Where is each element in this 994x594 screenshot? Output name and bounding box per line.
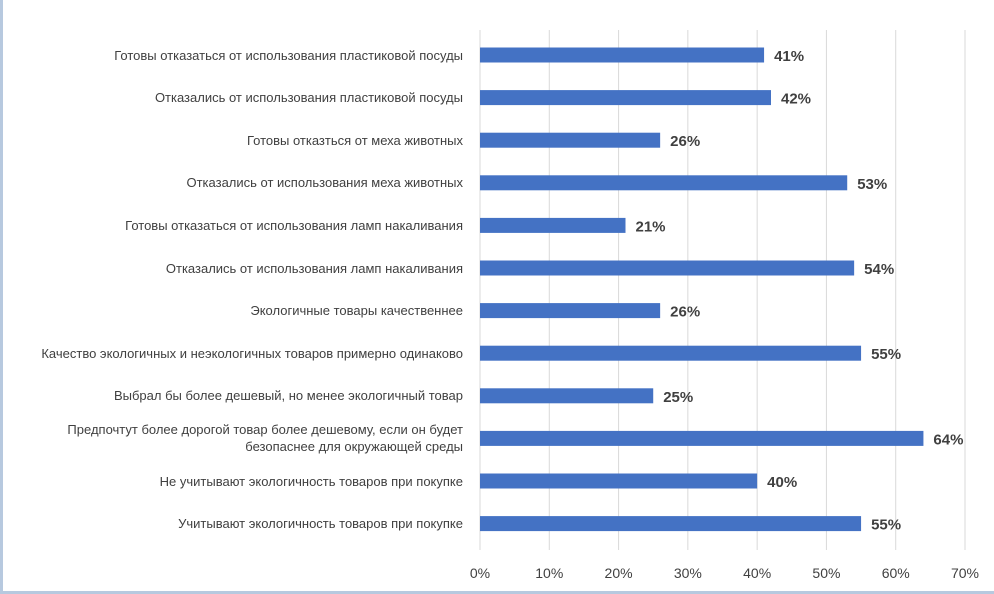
bar — [480, 388, 654, 404]
category-label: Учитывают экологичность товаров при поку… — [178, 516, 463, 532]
x-tick-label: 50% — [812, 565, 840, 581]
bar — [480, 217, 626, 233]
data-label: 41% — [774, 48, 804, 65]
grid-lines — [479, 30, 966, 550]
data-label: 21% — [636, 218, 666, 235]
category-label: Отказались от использования ламп накалив… — [165, 260, 463, 276]
x-tick-label: 30% — [674, 565, 702, 581]
bar — [480, 260, 855, 276]
data-label: 26% — [670, 304, 700, 321]
category-label: Отказались от использования меха животны… — [186, 175, 463, 191]
data-label: 53% — [857, 176, 887, 193]
data-label: 42% — [781, 91, 811, 108]
data-label: 26% — [670, 133, 700, 150]
bar — [480, 303, 661, 319]
category-label: Готовы отказаться от использования пласт… — [114, 47, 463, 63]
x-tick-label: 0% — [470, 565, 490, 581]
data-label: 55% — [871, 346, 901, 363]
data-label: 25% — [663, 389, 693, 406]
bar — [480, 345, 862, 361]
category-label: Готовы отказться от меха животных — [246, 132, 463, 148]
category-label: Готовы отказаться от использования ламп … — [125, 217, 463, 233]
bar — [480, 175, 848, 191]
x-tick-label: 10% — [535, 565, 563, 581]
category-label: Предпочтут более дорогой товар более деш… — [67, 422, 463, 455]
category-label: Не учитывают экологичность товаров при п… — [159, 473, 463, 489]
data-label: 40% — [767, 474, 797, 491]
x-tick-label: 60% — [882, 565, 910, 581]
data-label: 64% — [933, 431, 963, 448]
bar — [480, 473, 758, 489]
bar — [480, 516, 862, 532]
x-tick-label: 40% — [743, 565, 771, 581]
data-labels: 41% 42% 26% 53% 21% 54% 26% 55% 25% 64% 40% 55% — [636, 48, 964, 534]
bar-chart: 41% 42% 26% 53% 21% 54% 26% 55% 25% 64% 40% 55% 0% 1… — [470, 30, 979, 581]
bar — [480, 132, 661, 148]
category-label: Качество экологичных и неэкологичных тов… — [41, 345, 463, 361]
x-tick-labels: 0% 10% 20% 30% 40% 50% 60% 70% — [470, 565, 979, 581]
bar — [480, 430, 924, 446]
data-label: 55% — [871, 517, 901, 534]
x-tick-label: 20% — [605, 565, 633, 581]
category-label: Выбрал бы более дешевый, но менее эколог… — [113, 388, 463, 404]
x-tick-label: 70% — [951, 565, 979, 581]
category-label: Отказались от использования пластиковой … — [154, 90, 463, 106]
bars — [480, 47, 924, 532]
data-label: 54% — [864, 261, 894, 278]
bar — [480, 47, 765, 63]
category-label: Экологичные товары качественнее — [250, 303, 463, 319]
bar — [480, 90, 771, 106]
